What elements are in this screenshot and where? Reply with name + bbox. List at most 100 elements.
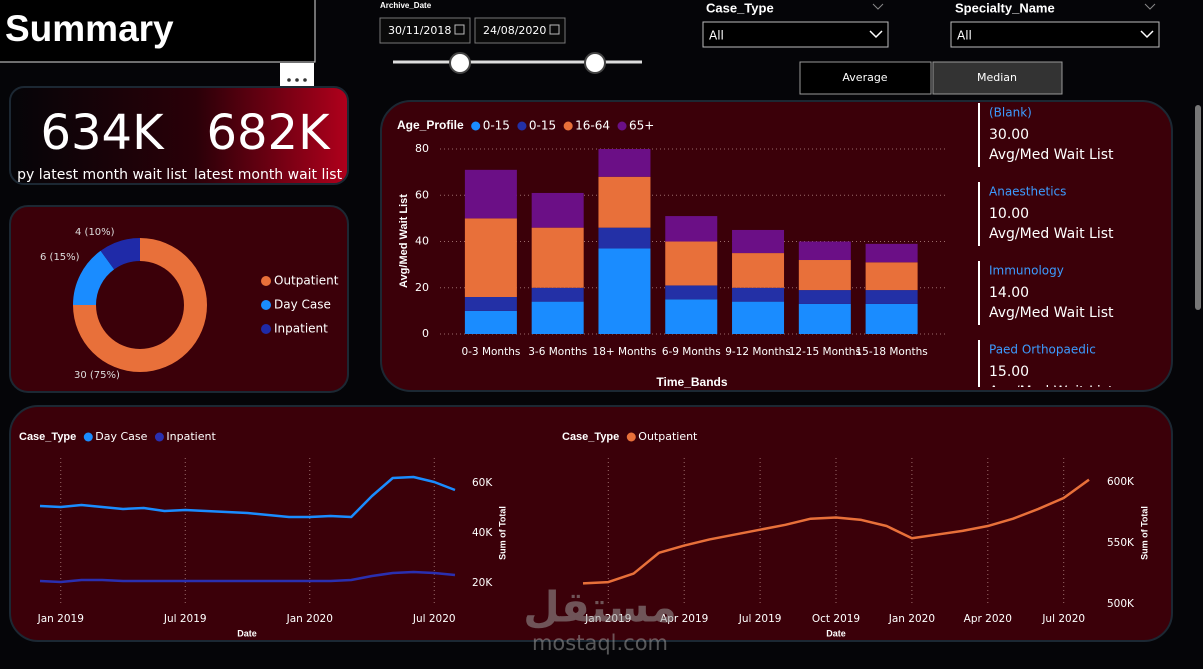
specialty-value: 10.00 <box>989 206 1029 222</box>
dropdown[interactable]: All <box>950 21 1160 48</box>
donut-slice <box>100 238 140 270</box>
y-tick-label: 80 <box>415 142 429 155</box>
x-axis-title: Date <box>826 628 846 638</box>
x-tick-label: Jul 2020 <box>412 613 456 625</box>
x-tick-label: 12-15 Months <box>789 346 861 358</box>
specialty-name: Paed Orthopaedic <box>989 343 1096 357</box>
slider-handle[interactable] <box>584 52 606 74</box>
bar-segment <box>798 290 851 304</box>
bar-segment <box>732 301 785 334</box>
filter-label: Archive_Date <box>380 1 432 10</box>
legend-marker <box>563 121 573 131</box>
legend-marker <box>83 432 93 442</box>
specialty-label: Avg/Med Wait List <box>989 226 1114 242</box>
x-tick-label: 18+ Months <box>593 346 657 358</box>
kpi-card <box>9 86 349 185</box>
legend-marker <box>517 121 527 131</box>
specialty-label: Avg/Med Wait List <box>989 305 1114 321</box>
line <box>582 478 1090 585</box>
kpi-label: latest month wait list <box>194 167 343 183</box>
watermark: مستقل <box>523 583 677 632</box>
bar-segment <box>531 192 584 228</box>
legend-marker <box>261 300 271 310</box>
x-axis-title: Date <box>237 628 257 638</box>
x-tick-label: Jul 2019 <box>738 613 782 625</box>
donut-slice <box>73 250 115 305</box>
slider-handle[interactable] <box>449 52 471 74</box>
legend-marker <box>626 432 636 442</box>
specialty-label: Avg/Med Wait List <box>989 384 1114 400</box>
dropdown-value: All <box>957 29 972 43</box>
bar-segment <box>665 299 718 334</box>
bar-segment <box>732 253 785 288</box>
data-label: 6 (15%) <box>40 252 80 263</box>
y-tick-label: 40 <box>415 235 429 248</box>
legend-marker <box>261 276 271 286</box>
legend-label: Day Case <box>95 430 147 443</box>
legend-marker <box>261 324 271 334</box>
bar-segment <box>464 169 517 219</box>
scrollbar[interactable] <box>1195 105 1201 310</box>
bar-segment <box>732 229 785 254</box>
bar-segment <box>464 297 517 311</box>
title-box <box>0 0 316 63</box>
legend-title: Case_Type <box>562 431 619 443</box>
end-date: 24/08/2020 <box>483 24 546 37</box>
legend-label: 0-15 <box>529 119 556 133</box>
charts: 30 (75%) Outpatient 6 (15%) Day Case 4 (10%)… <box>19 118 1149 638</box>
chevron <box>1144 3 1156 10</box>
bar-segment <box>665 216 718 242</box>
legend-label: Day Case <box>274 298 331 312</box>
legend-label: Inpatient <box>166 430 216 443</box>
bar-segment <box>464 310 517 334</box>
button[interactable]: Average <box>799 61 932 95</box>
specialty-name: Immunology <box>989 264 1064 278</box>
legend-title: Case_Type <box>19 431 76 443</box>
bar-segment <box>598 149 651 177</box>
bar-segment <box>798 241 851 261</box>
x-tick-label: 15-18 Months <box>855 346 927 358</box>
legend-label: 65+ <box>629 119 654 133</box>
dropdown[interactable]: All <box>702 21 889 48</box>
bar-segment <box>665 241 718 286</box>
date-input[interactable]: 30/11/2018 <box>379 17 471 44</box>
legend-marker <box>617 121 627 131</box>
chevron <box>872 3 884 10</box>
y-axis-title: Avg/Med Wait List <box>398 194 410 288</box>
y-tick-label: 60K <box>472 477 493 489</box>
date-input[interactable]: 24/08/2020 <box>474 17 566 44</box>
specialty-value: 30.00 <box>989 127 1029 143</box>
bar-segment <box>531 301 584 334</box>
x-axis-title: Time_Bands <box>656 375 727 389</box>
bar-segment <box>865 303 918 334</box>
legend-marker <box>471 121 481 131</box>
start-date: 30/11/2018 <box>388 24 451 37</box>
specialty-list: (Blank) 30.00 Avg/Med Wait List Anaesthetic… <box>978 103 1114 400</box>
x-tick-label: 0-3 Months <box>461 346 520 358</box>
y-tick-label: 40K <box>472 527 493 539</box>
page-title: Summary <box>5 8 174 49</box>
legend-label: Outpatient <box>274 274 339 288</box>
y-tick-label: 600K <box>1107 476 1135 488</box>
filter-label: Case_Type <box>706 0 774 15</box>
x-tick-label: Jan 2020 <box>888 613 935 625</box>
bar-segment <box>865 243 918 263</box>
y-axis-title: Sum of Total <box>1139 506 1149 560</box>
legend-label: Inpatient <box>274 322 328 336</box>
line <box>39 475 456 519</box>
data-label: 4 (10%) <box>75 227 115 238</box>
bar-segment <box>531 287 584 302</box>
y-tick-label: 0 <box>422 327 429 340</box>
bar-segment <box>665 285 718 300</box>
button[interactable]: Median <box>932 61 1063 95</box>
bar-segment <box>798 260 851 291</box>
x-tick-label: Oct 2019 <box>812 613 860 625</box>
legend-label: Outpatient <box>638 430 698 443</box>
donut-slice <box>73 238 207 372</box>
specialty-name: (Blank) <box>989 106 1032 120</box>
bar-segment <box>598 227 651 249</box>
y-tick-label: 550K <box>1107 537 1135 549</box>
specialty-value: 14.00 <box>989 285 1029 301</box>
bar-segment <box>732 287 785 302</box>
